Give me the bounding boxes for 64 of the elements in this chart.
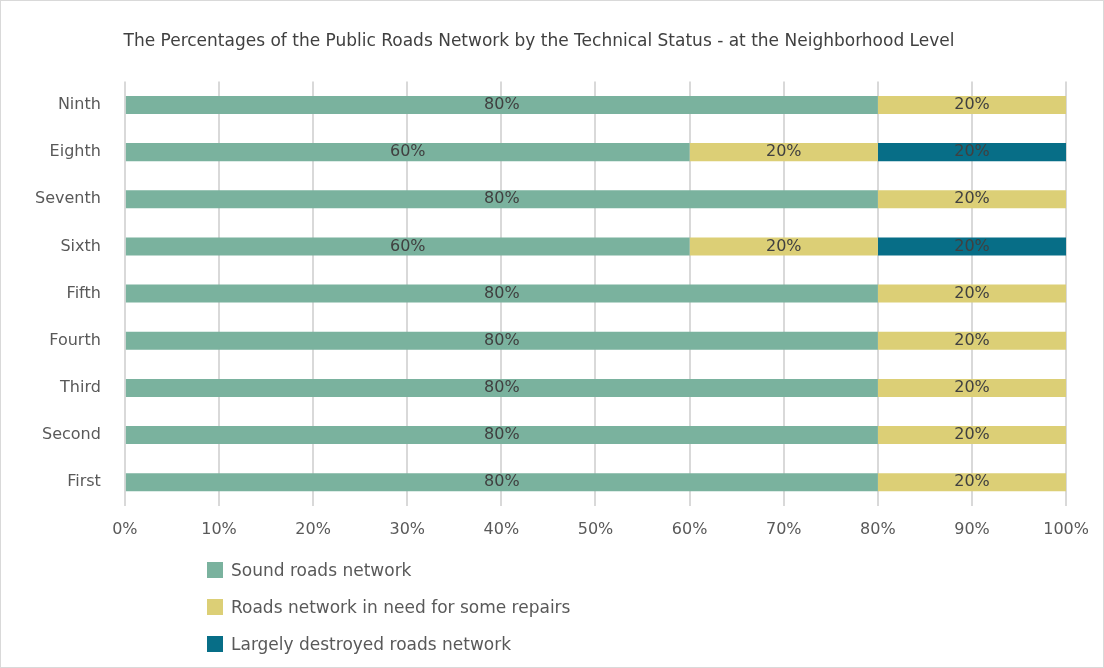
bar bbox=[125, 143, 690, 162]
data-label: 20% bbox=[954, 377, 990, 397]
y-tick-label: First bbox=[67, 471, 101, 491]
bar bbox=[877, 331, 1067, 350]
data-label: 20% bbox=[954, 329, 990, 349]
data-label: 80% bbox=[484, 188, 520, 208]
x-tick-label: 80% bbox=[860, 518, 896, 538]
bar bbox=[689, 143, 878, 162]
bar bbox=[877, 378, 1067, 397]
data-label: 20% bbox=[954, 424, 990, 444]
y-tick-label: Eighth bbox=[49, 141, 101, 161]
bar bbox=[125, 284, 878, 303]
y-tick-label: Second bbox=[41, 424, 101, 444]
bar bbox=[125, 95, 878, 114]
bar bbox=[125, 331, 878, 350]
x-tick-label: 20% bbox=[295, 518, 331, 538]
bar bbox=[125, 378, 878, 397]
data-label: 20% bbox=[954, 282, 990, 302]
data-label: 20% bbox=[765, 141, 802, 161]
x-tick-label: 40% bbox=[483, 518, 520, 538]
bar bbox=[689, 237, 878, 256]
data-label: 20% bbox=[765, 235, 802, 255]
data-label: 80% bbox=[484, 282, 520, 302]
bar bbox=[877, 473, 1067, 492]
legend-label: Roads network in need for some repairs bbox=[231, 596, 571, 617]
legend-label: Sound roads network bbox=[231, 559, 412, 580]
bar bbox=[125, 237, 690, 256]
bar bbox=[877, 426, 1067, 445]
data-label: 20% bbox=[954, 471, 990, 491]
bar bbox=[877, 143, 1067, 162]
x-tick-label: 60% bbox=[671, 518, 708, 538]
y-tick-label: Ninth bbox=[57, 94, 101, 114]
bar bbox=[877, 95, 1067, 114]
chart-title: The Percentages of the Public Roads Network by the Technical Status - at the Neighborhood Level bbox=[122, 29, 955, 50]
x-tick-label: 100% bbox=[1043, 518, 1089, 538]
data-label: 20% bbox=[954, 235, 990, 255]
y-tick-label: Third bbox=[59, 377, 101, 397]
y-tick-label: Fourth bbox=[49, 329, 101, 349]
bar bbox=[125, 473, 878, 492]
x-tick-label: 10% bbox=[201, 518, 237, 538]
data-label: 20% bbox=[954, 141, 990, 161]
data-label: 20% bbox=[954, 94, 990, 114]
bar bbox=[877, 237, 1067, 256]
x-tick-label: 90% bbox=[954, 518, 990, 538]
data-label: 80% bbox=[484, 377, 520, 397]
data-label: 80% bbox=[484, 424, 520, 444]
bar bbox=[125, 426, 878, 445]
data-label: 80% bbox=[484, 471, 520, 491]
bar bbox=[877, 190, 1067, 209]
bar bbox=[877, 284, 1067, 303]
legend-label: Largely destroyed roads network bbox=[231, 633, 512, 654]
x-tick-label: 50% bbox=[577, 518, 614, 538]
x-tick-label: 30% bbox=[389, 518, 426, 538]
data-label: 80% bbox=[484, 94, 520, 114]
data-label: 80% bbox=[484, 329, 520, 349]
x-tick-label: 70% bbox=[765, 518, 802, 538]
y-tick-label: Fifth bbox=[66, 282, 101, 302]
data-label: 60% bbox=[389, 235, 426, 255]
y-tick-label: Seventh bbox=[34, 188, 101, 208]
x-tick-label: 0% bbox=[112, 518, 138, 538]
data-label: 60% bbox=[389, 141, 426, 161]
bar bbox=[125, 190, 878, 209]
data-label: 20% bbox=[954, 188, 990, 208]
y-tick-label: Sixth bbox=[60, 235, 101, 255]
